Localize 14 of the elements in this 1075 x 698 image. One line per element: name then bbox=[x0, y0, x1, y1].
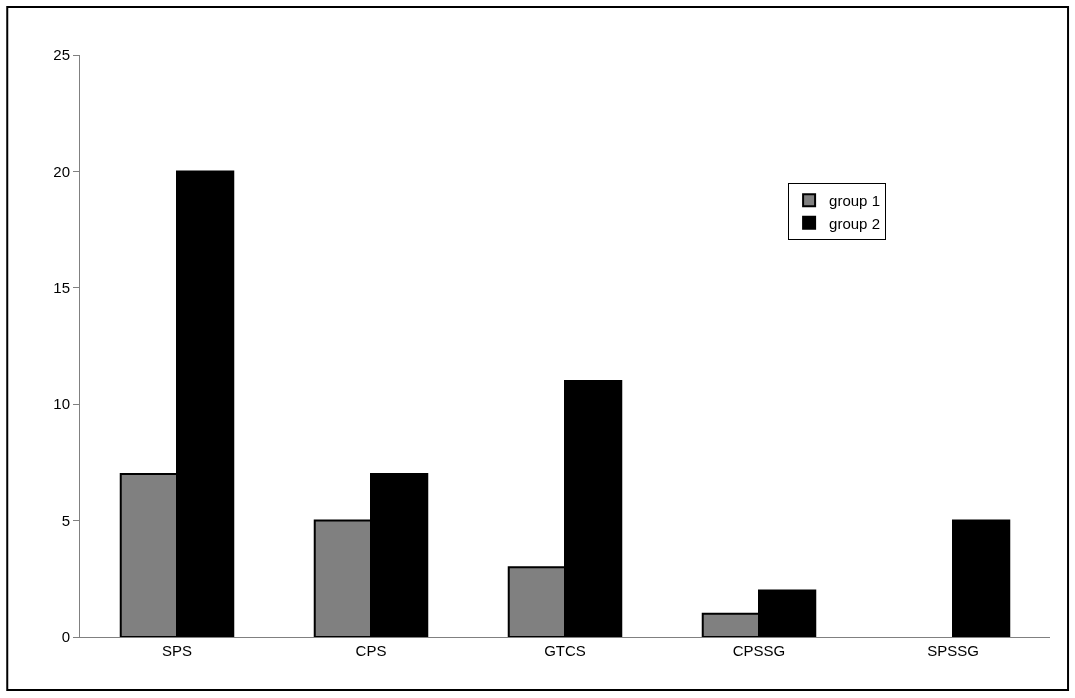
x-tick-label: SPSSG bbox=[927, 642, 979, 659]
legend-label: group 1 bbox=[829, 192, 880, 210]
y-tick-label: 25 bbox=[53, 46, 70, 64]
x-tick-label: CPS bbox=[355, 642, 387, 659]
y-tick-label: 15 bbox=[53, 279, 70, 297]
y-tick-label: 5 bbox=[61, 511, 70, 529]
x-tick-label: GTCS bbox=[544, 642, 586, 659]
y-tick-label: 10 bbox=[53, 395, 70, 413]
bar bbox=[952, 519, 1011, 637]
y-tick-label: 0 bbox=[61, 628, 70, 646]
y-tick-label: 20 bbox=[53, 162, 70, 180]
x-tick-label: SPS bbox=[161, 642, 193, 659]
legend-label: group 2 bbox=[829, 214, 880, 232]
x-tick-label: CPSSG bbox=[732, 642, 786, 659]
